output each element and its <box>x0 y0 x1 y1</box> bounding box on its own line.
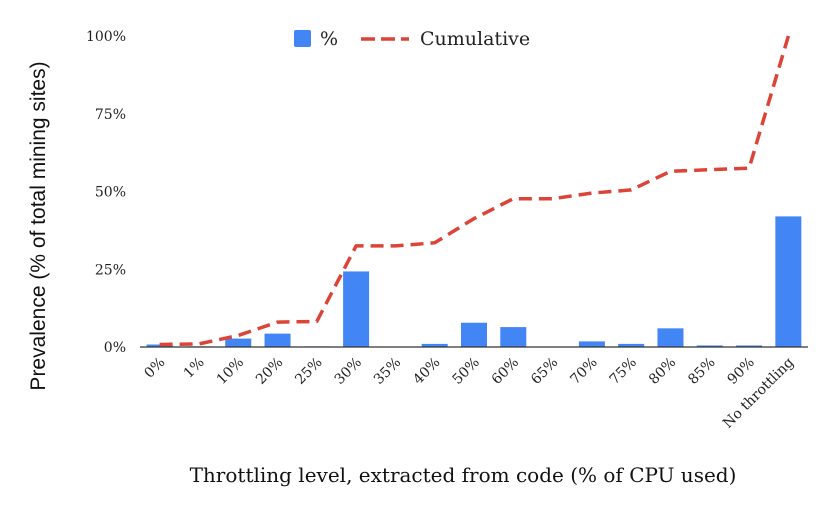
bar <box>657 328 684 347</box>
y-tick-label: 0% <box>104 340 126 356</box>
bar <box>618 343 645 347</box>
x-axis-title: Throttling level, extracted from code (%… <box>190 463 737 487</box>
x-tick-label: 0% <box>141 355 168 382</box>
y-tick-label: 100% <box>86 29 126 45</box>
legend: % Cumulative <box>294 28 530 50</box>
x-tick-label: 50% <box>450 355 483 388</box>
x-tick-label: 20% <box>253 355 286 388</box>
x-tick-label: 75% <box>607 355 640 388</box>
x-tick-label: 60% <box>489 355 522 388</box>
bar <box>421 343 448 347</box>
bar <box>696 345 723 347</box>
bar-series <box>146 216 802 347</box>
x-tick-label: 35% <box>371 355 404 388</box>
bar <box>775 216 802 347</box>
bar <box>264 333 291 347</box>
y-tick-label: 25% <box>95 262 126 278</box>
x-tick-label: 65% <box>528 355 561 388</box>
x-tick-label: No throttling <box>720 354 797 431</box>
bar <box>578 341 605 347</box>
x-tick-label: 85% <box>685 355 718 388</box>
x-tick-label: 30% <box>332 355 365 388</box>
cumulative-line <box>159 35 791 347</box>
bar <box>500 327 527 347</box>
y-axis-title: Prevalence (% of total mining sites) <box>27 61 50 390</box>
x-tick-label: 70% <box>567 355 600 388</box>
bar <box>736 345 763 347</box>
legend-bar-label: % <box>320 28 338 50</box>
x-tick-label: 90% <box>725 355 758 388</box>
x-tick-label: 10% <box>214 355 247 388</box>
y-tick-label: 50% <box>95 185 126 201</box>
x-axis-ticks: 0% 1% 10% 20% 25% 30% 35% 40% 50% 60% 65% 70% 75% 80%… <box>141 354 797 431</box>
bar <box>225 338 252 347</box>
x-tick-label: 1% <box>181 355 208 382</box>
y-tick-label: 75% <box>95 107 126 123</box>
x-tick-label: 25% <box>292 355 325 388</box>
y-axis-ticks: 0% 25% 50% 75% 100% <box>86 29 126 356</box>
legend-line-label: Cumulative <box>420 28 530 50</box>
bar <box>343 271 370 347</box>
x-tick-label: 40% <box>410 355 443 388</box>
legend-bar-swatch <box>294 30 311 47</box>
bar <box>461 322 487 347</box>
x-tick-label: 80% <box>646 355 679 388</box>
